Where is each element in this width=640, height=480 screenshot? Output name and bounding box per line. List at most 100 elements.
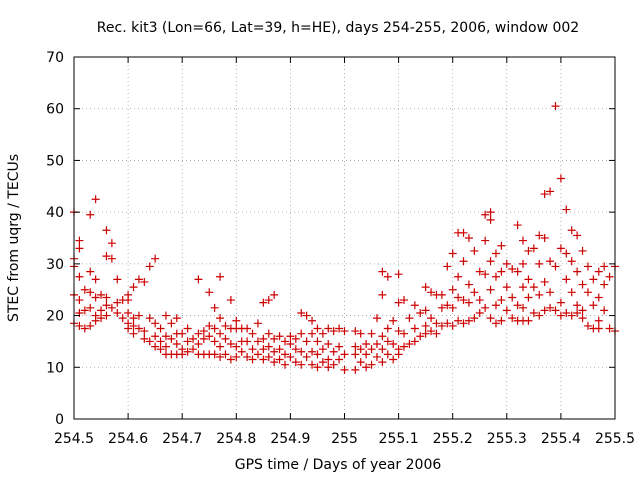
data-point [205, 288, 214, 297]
data-point [161, 342, 170, 351]
data-point [432, 329, 441, 338]
data-point [567, 288, 576, 297]
data-point [329, 347, 338, 356]
data-point [80, 324, 89, 333]
data-point [286, 340, 295, 349]
data-point [313, 337, 322, 346]
data-point [275, 355, 284, 364]
data-point [524, 293, 533, 302]
data-point [448, 249, 457, 258]
data-point [259, 355, 268, 364]
data-point [97, 314, 106, 323]
data-point [573, 231, 582, 240]
data-point [583, 321, 592, 330]
data-point [372, 340, 381, 349]
data-point [562, 249, 571, 258]
data-point [351, 365, 360, 374]
data-point [481, 236, 490, 245]
data-point [226, 340, 235, 349]
data-point [253, 350, 262, 359]
data-point [551, 262, 560, 271]
data-point [129, 314, 138, 323]
data-point [124, 308, 133, 317]
data-point [589, 301, 598, 310]
data-point [351, 350, 360, 359]
data-point [594, 293, 603, 302]
y-tick-labels: 0 10 20 30 40 50 60 70 [46, 50, 64, 428]
data-point [221, 334, 230, 343]
data-point [448, 321, 457, 330]
x-tick-label: 255 [331, 431, 358, 447]
data-point [172, 314, 181, 323]
data-point [286, 332, 295, 341]
data-point [502, 259, 511, 268]
data-point [383, 324, 392, 333]
data-point [351, 327, 360, 336]
data-point [410, 324, 419, 333]
x-tick-label: 254.7 [162, 431, 202, 447]
data-point [546, 187, 555, 196]
data-point [481, 270, 490, 279]
x-tick-label: 254.5 [54, 431, 94, 447]
data-point [237, 347, 246, 356]
data-point [421, 321, 430, 330]
data-point [75, 236, 84, 245]
data-point [400, 342, 409, 351]
data-point [378, 290, 387, 299]
data-points [70, 102, 619, 374]
data-point [497, 241, 506, 250]
data-point [156, 337, 165, 346]
data-point [313, 324, 322, 333]
data-point [421, 329, 430, 338]
data-point [324, 324, 333, 333]
data-point [280, 337, 289, 346]
data-point [578, 306, 587, 315]
data-point [464, 298, 473, 307]
data-point [394, 327, 403, 336]
data-point [448, 285, 457, 294]
data-point [524, 246, 533, 255]
data-point [535, 259, 544, 268]
data-point [297, 308, 306, 317]
data-point [427, 288, 436, 297]
data-point [529, 244, 538, 253]
data-point [172, 340, 181, 349]
data-point [432, 319, 441, 328]
y-tick-label: 50 [46, 153, 64, 169]
data-point [508, 265, 517, 274]
data-point [318, 358, 327, 367]
data-point [594, 316, 603, 325]
data-point [535, 311, 544, 320]
data-point [313, 363, 322, 372]
data-point [529, 308, 538, 317]
data-point [519, 283, 528, 292]
data-point [583, 288, 592, 297]
data-point [243, 337, 252, 346]
data-point [546, 288, 555, 297]
x-tick-label: 255.2 [433, 431, 473, 447]
data-point [372, 352, 381, 361]
data-point [351, 342, 360, 351]
data-point [183, 337, 192, 346]
data-point [324, 363, 333, 372]
data-point [378, 267, 387, 276]
y-tick-label: 0 [55, 412, 64, 428]
data-point [508, 293, 517, 302]
data-point [145, 262, 154, 271]
data-point [86, 321, 95, 330]
x-tick-label: 255.4 [541, 431, 581, 447]
data-point [145, 314, 154, 323]
data-point [318, 329, 327, 338]
data-point [91, 275, 100, 284]
data-point [194, 329, 203, 338]
data-point [497, 316, 506, 325]
data-point [297, 347, 306, 356]
data-point [486, 257, 495, 266]
data-point [356, 329, 365, 338]
data-point [178, 350, 187, 359]
data-point [605, 324, 614, 333]
y-tick-label: 70 [46, 50, 64, 66]
x-tick-label: 255.3 [487, 431, 527, 447]
data-point [210, 350, 219, 359]
